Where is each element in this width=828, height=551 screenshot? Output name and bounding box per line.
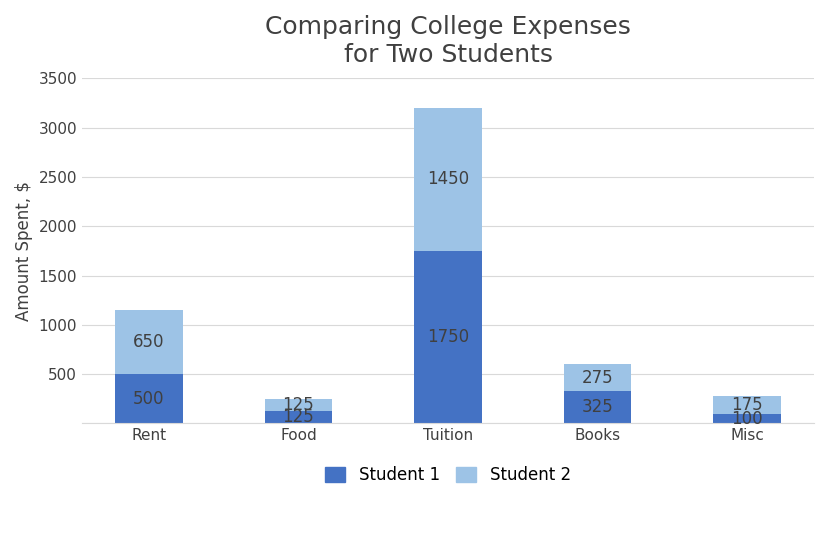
- Bar: [563, 364, 630, 391]
- Text: 275: 275: [581, 369, 613, 387]
- Text: 1450: 1450: [426, 170, 469, 188]
- Bar: [713, 414, 780, 424]
- Text: 325: 325: [581, 398, 613, 417]
- Bar: [264, 411, 332, 424]
- Bar: [563, 391, 630, 424]
- Bar: [414, 251, 481, 424]
- Legend: Student 1, Student 2: Student 1, Student 2: [318, 460, 577, 491]
- Bar: [115, 374, 182, 424]
- Bar: [115, 310, 182, 374]
- Text: 175: 175: [730, 396, 762, 414]
- Text: 500: 500: [133, 390, 165, 408]
- Text: 125: 125: [282, 396, 314, 414]
- Text: 1750: 1750: [426, 328, 469, 346]
- Bar: [414, 108, 481, 251]
- Y-axis label: Amount Spent, $: Amount Spent, $: [15, 181, 33, 321]
- Bar: [713, 396, 780, 414]
- Title: Comparing College Expenses
for Two Students: Comparing College Expenses for Two Stude…: [265, 15, 630, 67]
- Text: 100: 100: [730, 409, 762, 428]
- Text: 125: 125: [282, 408, 314, 426]
- Text: 650: 650: [133, 333, 165, 351]
- Bar: [264, 399, 332, 411]
